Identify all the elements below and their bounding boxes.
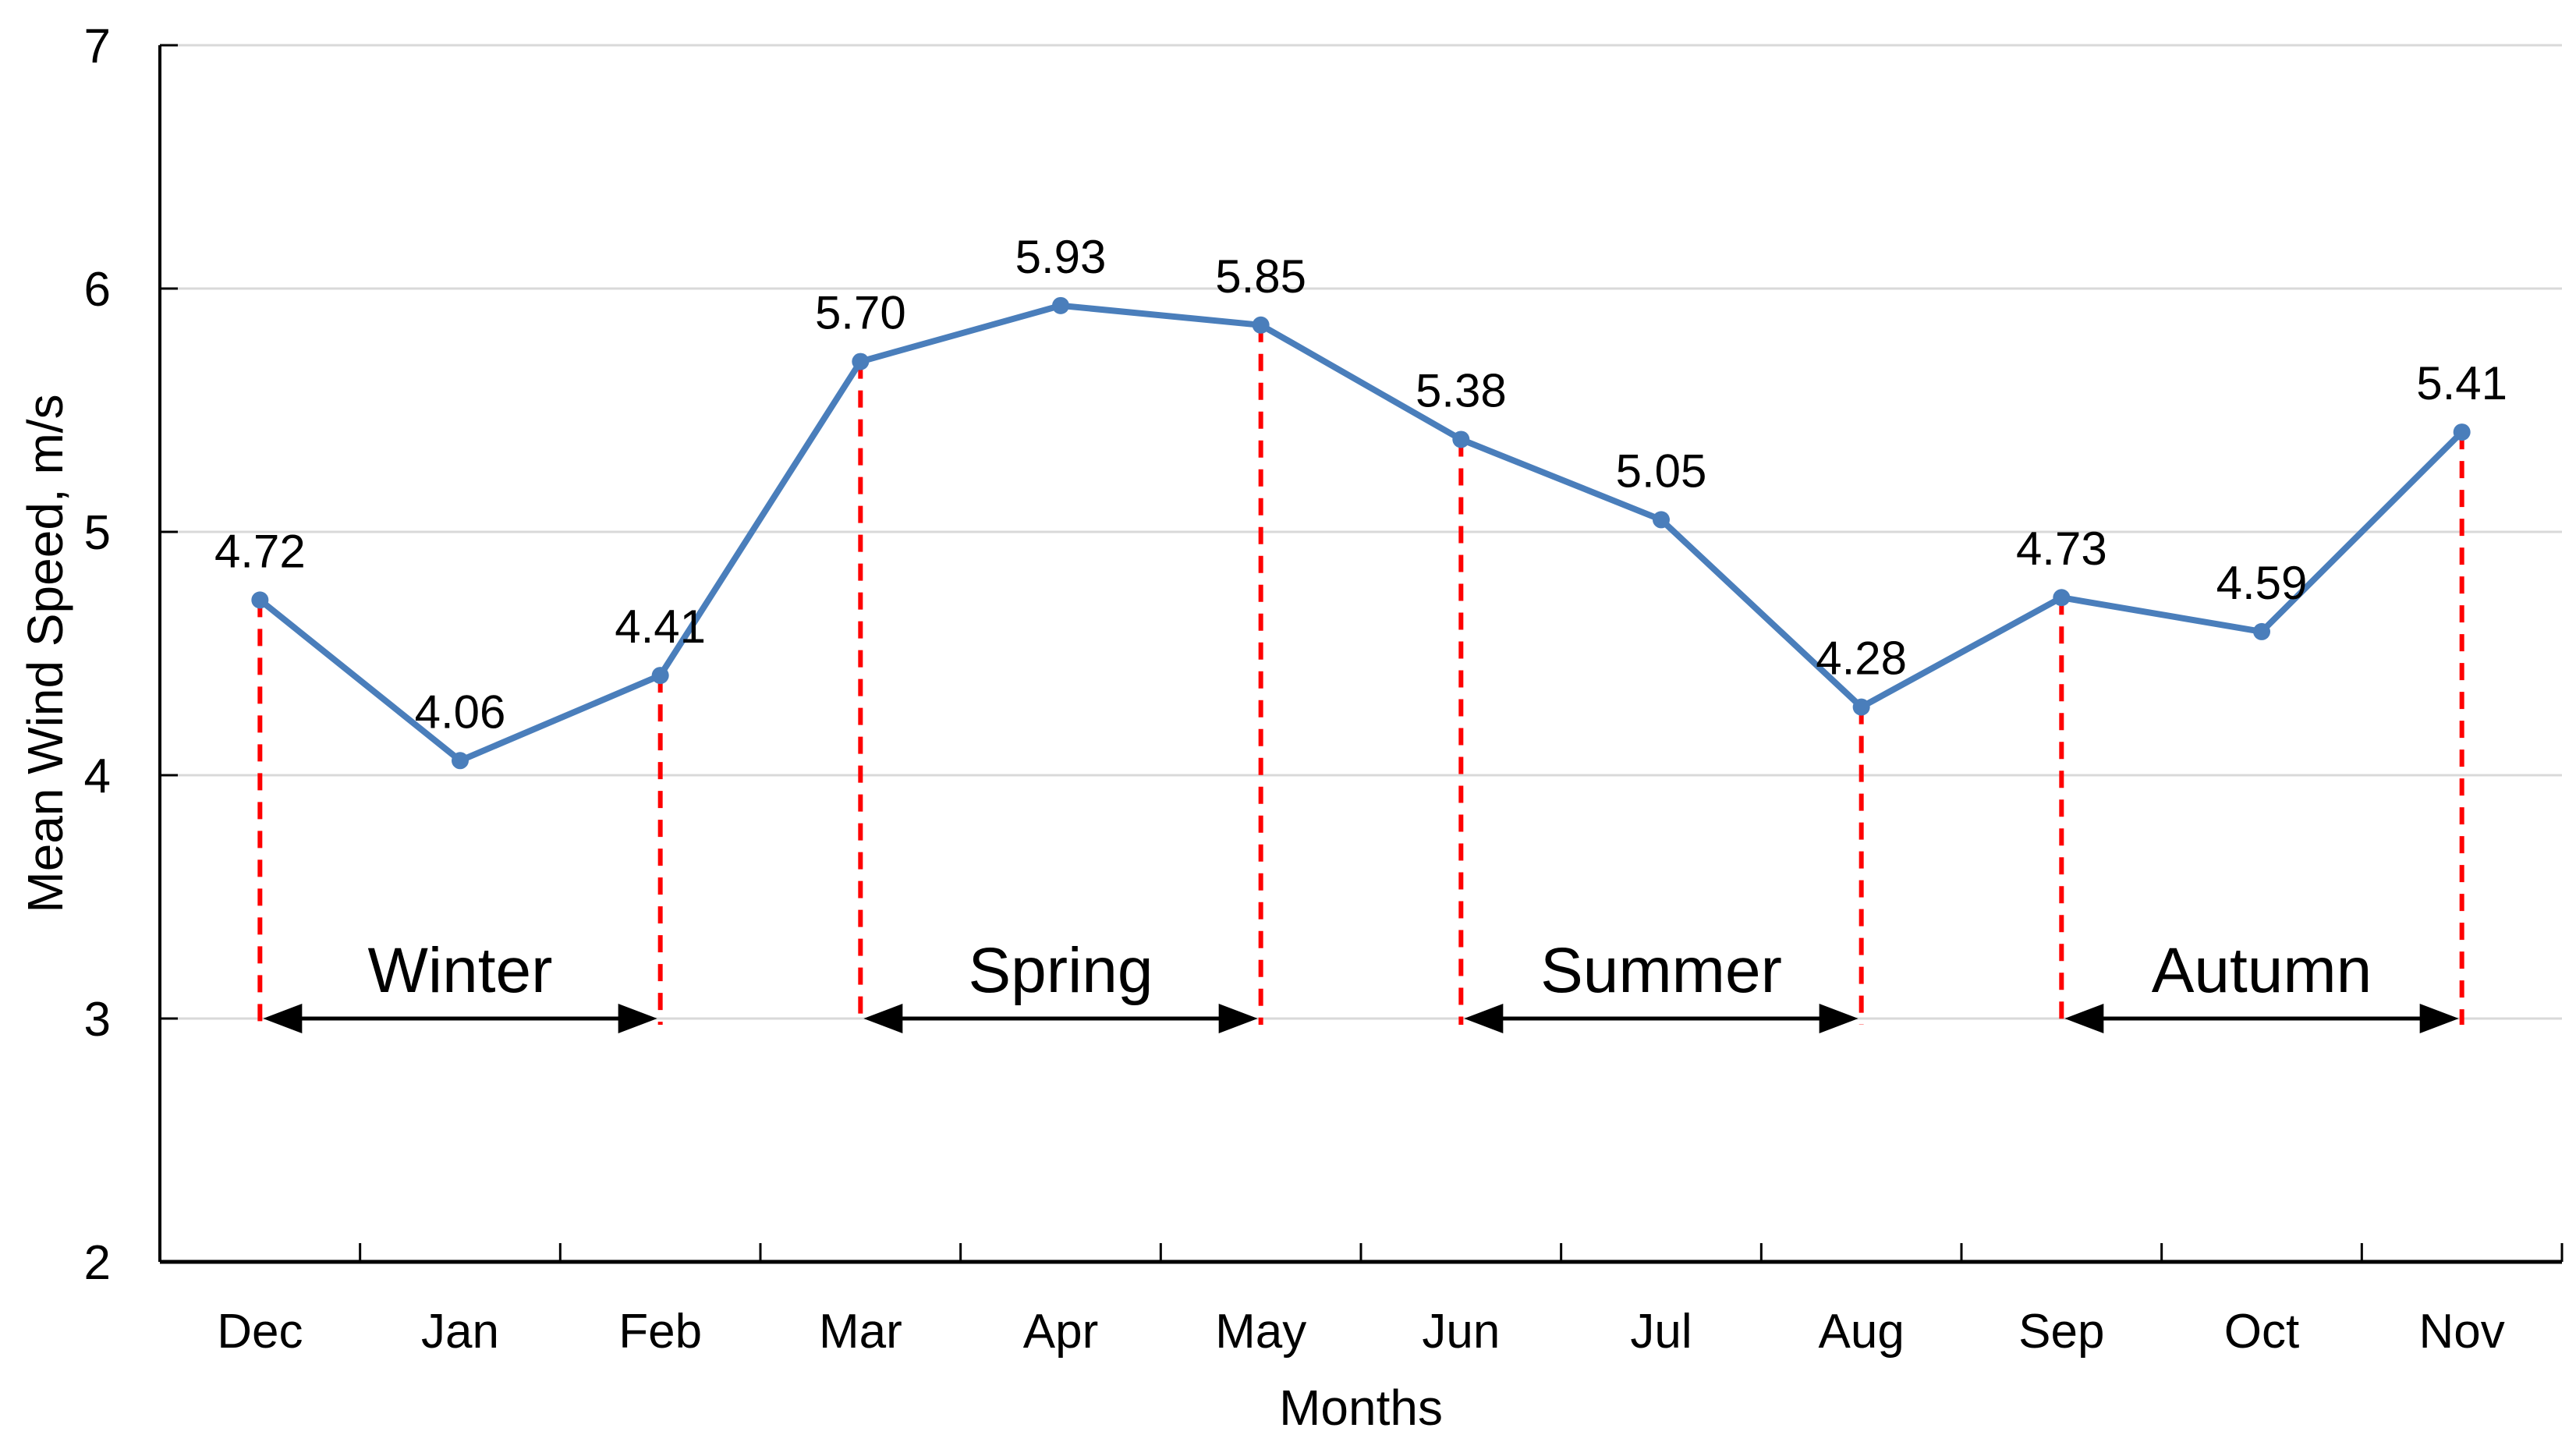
data-point-label: 5.93 [1015,231,1107,283]
x-axis-title: Months [1279,1380,1443,1436]
y-axis-title: Mean Wind Speed, m/s [17,394,73,912]
y-tick-label: 7 [84,19,111,73]
data-point-marker [251,591,269,609]
y-tick-label: 2 [84,1236,111,1290]
y-tick-label: 5 [84,506,111,560]
data-point-label: 4.06 [415,686,506,738]
arrowhead-left-icon [863,1004,903,1033]
data-point-marker [1653,511,1670,529]
arrowhead-right-icon [1218,1004,1258,1033]
season-label: Winter [368,935,553,1006]
data-point-label: 4.28 [1816,632,1907,685]
month-tick-label: Mar [819,1305,902,1359]
arrowhead-right-icon [1819,1004,1858,1033]
data-point-label: 5.85 [1215,250,1306,303]
month-tick-label: Oct [2224,1305,2299,1359]
month-tick-label: Apr [1023,1305,1098,1359]
arrowhead-right-icon [618,1004,657,1033]
month-tick-label: Feb [618,1305,702,1359]
data-point-marker [852,353,870,370]
y-tick-label: 6 [84,263,111,317]
data-point-label: 5.38 [1416,364,1507,416]
data-point-label: 4.72 [214,525,306,577]
arrowhead-left-icon [1464,1004,1504,1033]
data-point-marker [2253,622,2270,640]
data-point-label: 4.73 [2016,523,2107,575]
data-point-label: 4.59 [2216,557,2308,609]
data-point-marker [2053,589,2071,607]
month-tick-label: Jun [1422,1305,1500,1359]
month-tick-label: Jul [1630,1305,1692,1359]
data-point-marker [1852,698,1870,716]
y-tick-label: 4 [84,749,111,803]
data-point-label: 5.05 [1616,445,1707,497]
data-point-label: 5.41 [2416,357,2507,409]
data-point-label: 5.70 [815,287,906,339]
month-tick-label: Jan [421,1305,499,1359]
arrowhead-right-icon [2419,1004,2459,1033]
y-tick-label: 3 [84,993,111,1047]
data-point-marker [651,667,669,685]
month-tick-label: Aug [1819,1305,1905,1359]
arrowhead-left-icon [263,1004,303,1033]
month-tick-label: Dec [217,1305,303,1359]
season-label: Spring [968,935,1153,1006]
season-label: Autumn [2152,935,2372,1006]
month-tick-label: Sep [2018,1305,2104,1359]
data-point-marker [1452,430,1470,448]
season-label: Summer [1540,935,1782,1006]
data-point-marker [2453,423,2471,441]
wind-speed-line-series [257,302,2465,764]
data-point-marker [452,752,469,770]
arrowhead-left-icon [2064,1004,2104,1033]
month-tick-label: May [1215,1305,1306,1359]
data-point-marker [1252,316,1270,334]
data-point-marker [1052,296,1069,314]
data-point-label: 4.41 [615,601,706,653]
month-tick-label: Nov [2419,1305,2505,1359]
